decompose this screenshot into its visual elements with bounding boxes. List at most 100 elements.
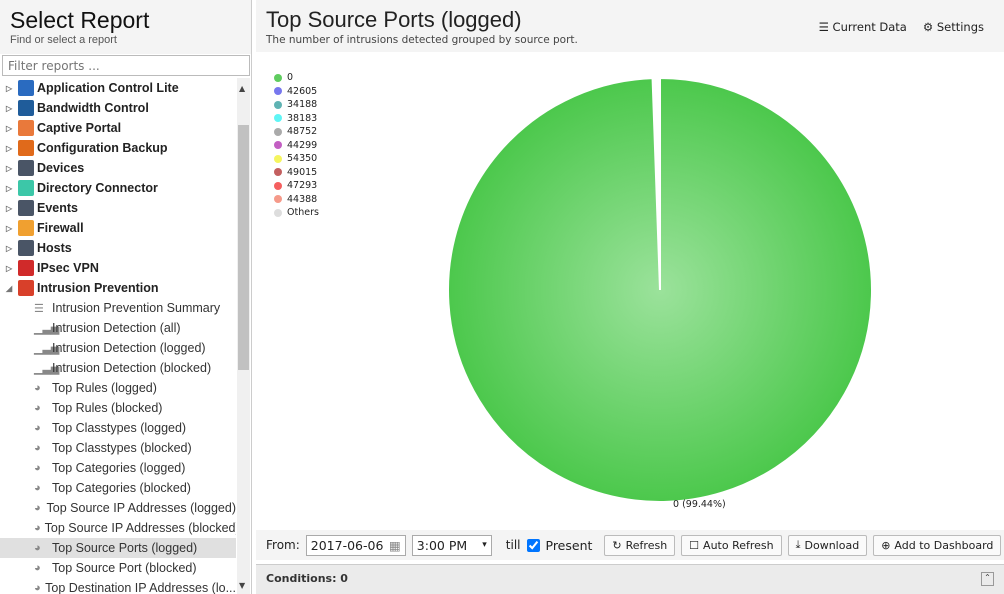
present-label: Present — [545, 537, 593, 553]
legend-dot — [274, 168, 282, 176]
legend-item[interactable]: 34188 — [274, 99, 317, 110]
collapsed-arrow-icon[interactable]: ▷ — [6, 183, 13, 193]
legend-item[interactable]: 47293 — [274, 180, 317, 191]
pie-chart-icon: ◕ — [34, 562, 41, 574]
report-item[interactable]: ◕ Top Rules (blocked) — [0, 398, 236, 418]
category-icon — [18, 160, 34, 176]
pie-chart-icon: ◕ — [34, 462, 41, 474]
refresh-button[interactable]: ↻ Refresh — [604, 534, 676, 556]
collapsed-arrow-icon[interactable]: ▷ — [6, 203, 13, 213]
report-item[interactable]: ▁▃▅ Intrusion Detection (all) — [0, 318, 236, 338]
auto-refresh-button[interactable]: ☐ Auto Refresh — [681, 534, 782, 556]
report-item[interactable]: ▁▃▅ Intrusion Detection (logged) — [0, 338, 236, 358]
pie-chart-icon: ◕ — [34, 542, 41, 554]
collapsed-arrow-icon[interactable]: ▷ — [6, 83, 13, 93]
report-item-label: Top Categories (blocked) — [52, 481, 191, 495]
report-item[interactable]: ☰ Intrusion Prevention Summary — [0, 298, 236, 318]
pie-slice-0[interactable] — [447, 76, 873, 503]
tree-category[interactable]: ◢ Intrusion Prevention — [0, 278, 236, 298]
report-header: Top Source Ports (logged) The number of … — [256, 0, 1004, 52]
tree-category[interactable]: ▷ Firewall — [0, 218, 236, 238]
report-item[interactable]: ◕ Top Source IP Addresses (logged) — [0, 498, 236, 518]
report-item[interactable]: ◕ Top Categories (blocked) — [0, 478, 236, 498]
collapsed-arrow-icon[interactable]: ▷ — [6, 223, 13, 233]
report-item-label: Top Source IP Addresses (logged) — [46, 501, 236, 515]
collapsed-arrow-icon[interactable]: ▷ — [6, 103, 13, 113]
legend-item[interactable]: Others — [274, 207, 319, 218]
date-field[interactable]: 2017-06-06 ▦ — [305, 534, 406, 556]
report-item[interactable]: ◕ Top Source IP Addresses (blocked) — [0, 518, 236, 538]
report-item[interactable]: ◕ Top Classtypes (logged) — [0, 418, 236, 438]
panel-subtitle: Find or select a report — [10, 34, 117, 46]
tree-category[interactable]: ▷ IPsec VPN — [0, 258, 236, 278]
conditions-label: Conditions: 0 — [266, 572, 348, 585]
category-label: Bandwidth Control — [37, 101, 149, 115]
legend-item[interactable]: 44388 — [274, 194, 317, 205]
time-toolbar: From: 2017-06-06 ▦ 3:00 PM ▾ till Present … — [256, 530, 1004, 560]
tree-category[interactable]: ▷ Configuration Backup — [0, 138, 236, 158]
tree-category[interactable]: ▷ Hosts — [0, 238, 236, 258]
calendar-icon[interactable]: ▦ — [388, 537, 401, 553]
legend-item[interactable]: 48752 — [274, 126, 317, 137]
panel-title: Select Report — [10, 7, 150, 33]
from-label: From: — [266, 538, 300, 552]
tree-category[interactable]: ▷ Application Control Lite — [0, 78, 236, 98]
category-icon — [18, 100, 34, 116]
tree-category[interactable]: ▷ Devices — [0, 158, 236, 178]
tree-category[interactable]: ▷ Bandwidth Control — [0, 98, 236, 118]
slice-data-label: 0 (99.44%) — [673, 499, 726, 510]
download-button[interactable]: ⤓ Download — [787, 534, 868, 556]
category-icon — [18, 280, 34, 296]
tree-category[interactable]: ▷ Captive Portal — [0, 118, 236, 138]
collapsed-arrow-icon[interactable]: ▷ — [6, 243, 13, 253]
chevron-down-icon[interactable]: ▾ — [482, 540, 487, 550]
scroll-down-icon[interactable]: ▼ — [239, 581, 246, 590]
pie-chart-icon: ◕ — [34, 482, 41, 494]
legend-item[interactable]: 38183 — [274, 113, 317, 124]
report-item[interactable]: ◕ Top Classtypes (blocked) — [0, 438, 236, 458]
collapsed-arrow-icon[interactable]: ▷ — [6, 163, 13, 173]
report-item[interactable]: ◕ Top Destination IP Addresses (lo... — [0, 578, 236, 594]
report-item[interactable]: ◕ Top Categories (logged) — [0, 458, 236, 478]
legend-item[interactable]: 44299 — [274, 140, 317, 151]
category-icon — [18, 180, 34, 196]
current-data-button[interactable]: ☰ Current Data — [818, 20, 907, 34]
legend-item[interactable]: 54350 — [274, 153, 317, 164]
pie-chart-icon: ◕ — [34, 402, 41, 414]
pie-chart-icon: ◕ — [34, 422, 41, 434]
filter-reports-input[interactable] — [2, 55, 250, 76]
add-to-dashboard-button[interactable]: ⊕ Add to Dashboard — [873, 534, 1002, 556]
collapsed-arrow-icon[interactable]: ▷ — [6, 263, 13, 273]
report-item-label: Top Source Port (blocked) — [52, 561, 197, 575]
settings-button[interactable]: ⚙ Settings — [922, 20, 984, 34]
category-label: Captive Portal — [37, 121, 122, 135]
tree-scrollbar[interactable]: ▲ ▼ — [237, 78, 250, 594]
report-item[interactable]: ◕ Top Rules (logged) — [0, 378, 236, 398]
pie-chart: 0 42605 34188 38183 48752 44299 54350 49015 4729… — [256, 52, 1004, 530]
legend-item[interactable]: 42605 — [274, 86, 317, 97]
category-label: Intrusion Prevention — [37, 281, 159, 295]
report-tree: ▷ Application Control Lite ▷ Bandwidth Cont… — [0, 78, 236, 594]
tree-category[interactable]: ▷ Directory Connector — [0, 178, 236, 198]
legend-dot — [274, 208, 282, 217]
report-item[interactable]: ▁▃▅ Intrusion Detection (blocked) — [0, 358, 236, 378]
legend-dot — [274, 195, 282, 203]
report-item[interactable]: ◕ Top Source Port (blocked) — [0, 558, 236, 578]
collapsed-arrow-icon[interactable]: ▷ — [6, 143, 13, 153]
present-checkbox[interactable] — [526, 538, 540, 552]
scrollbar-thumb[interactable] — [238, 125, 249, 370]
tree-category[interactable]: ▷ Events — [0, 198, 236, 218]
category-icon — [18, 140, 34, 156]
scroll-up-icon[interactable]: ▲ — [239, 84, 246, 93]
expanded-arrow-icon[interactable]: ◢ — [6, 283, 13, 293]
legend-item[interactable]: 49015 — [274, 167, 317, 178]
legend-item[interactable]: 0 — [274, 72, 293, 83]
report-item[interactable]: ◕ Top Source Ports (logged) — [0, 538, 236, 558]
conditions-bar[interactable]: Conditions: 0 ⌃ — [256, 564, 1004, 594]
report-item-label: Intrusion Prevention Summary — [52, 301, 221, 315]
report-panel: Top Source Ports (logged) The number of … — [256, 0, 1004, 594]
category-icon — [18, 80, 34, 96]
collapsed-arrow-icon[interactable]: ▷ — [6, 123, 13, 133]
expand-icon[interactable]: ⌃ — [981, 572, 994, 586]
time-select[interactable]: 3:00 PM ▾ — [411, 534, 492, 556]
